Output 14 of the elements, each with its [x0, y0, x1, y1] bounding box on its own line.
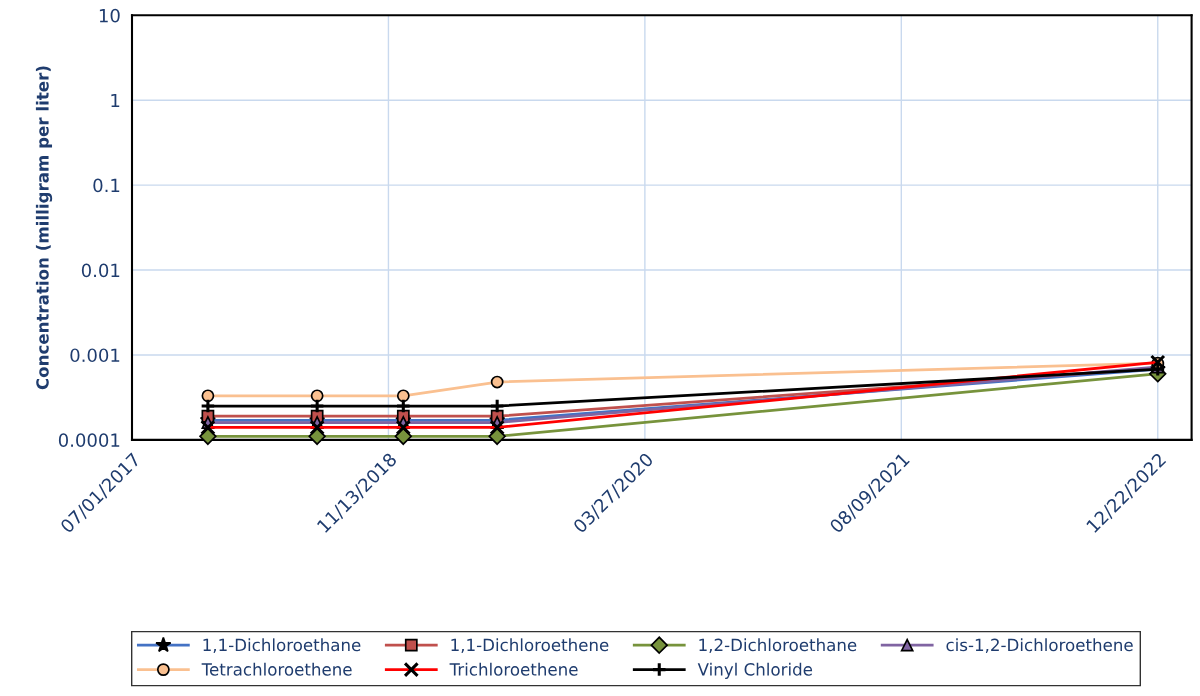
y-tick-label: 0.0001: [58, 433, 120, 447]
y-axis-title: Concentration (milligram per liter): [35, 66, 53, 390]
legend-label: 1,1-Dichloroethene: [451, 638, 609, 653]
legend-label: cis-1,2-Dichloroethene: [946, 638, 1133, 653]
legend-label: Tetrachloroethene: [201, 662, 352, 676]
legend-label: Trichloroethene: [449, 662, 578, 676]
y-tick-label: 10: [99, 8, 120, 23]
y-tick-label: 0.1: [93, 178, 120, 193]
legend-label: 1,1-Dichloroethane: [203, 638, 361, 653]
y-tick-label: 1: [111, 93, 120, 108]
y-tick-label: 0.01: [81, 263, 120, 278]
legend-label: Vinyl Chloride: [697, 662, 813, 679]
y-tick-label: 0.001: [70, 348, 120, 363]
legend-label: 1,2-Dichloroethane: [699, 638, 857, 653]
